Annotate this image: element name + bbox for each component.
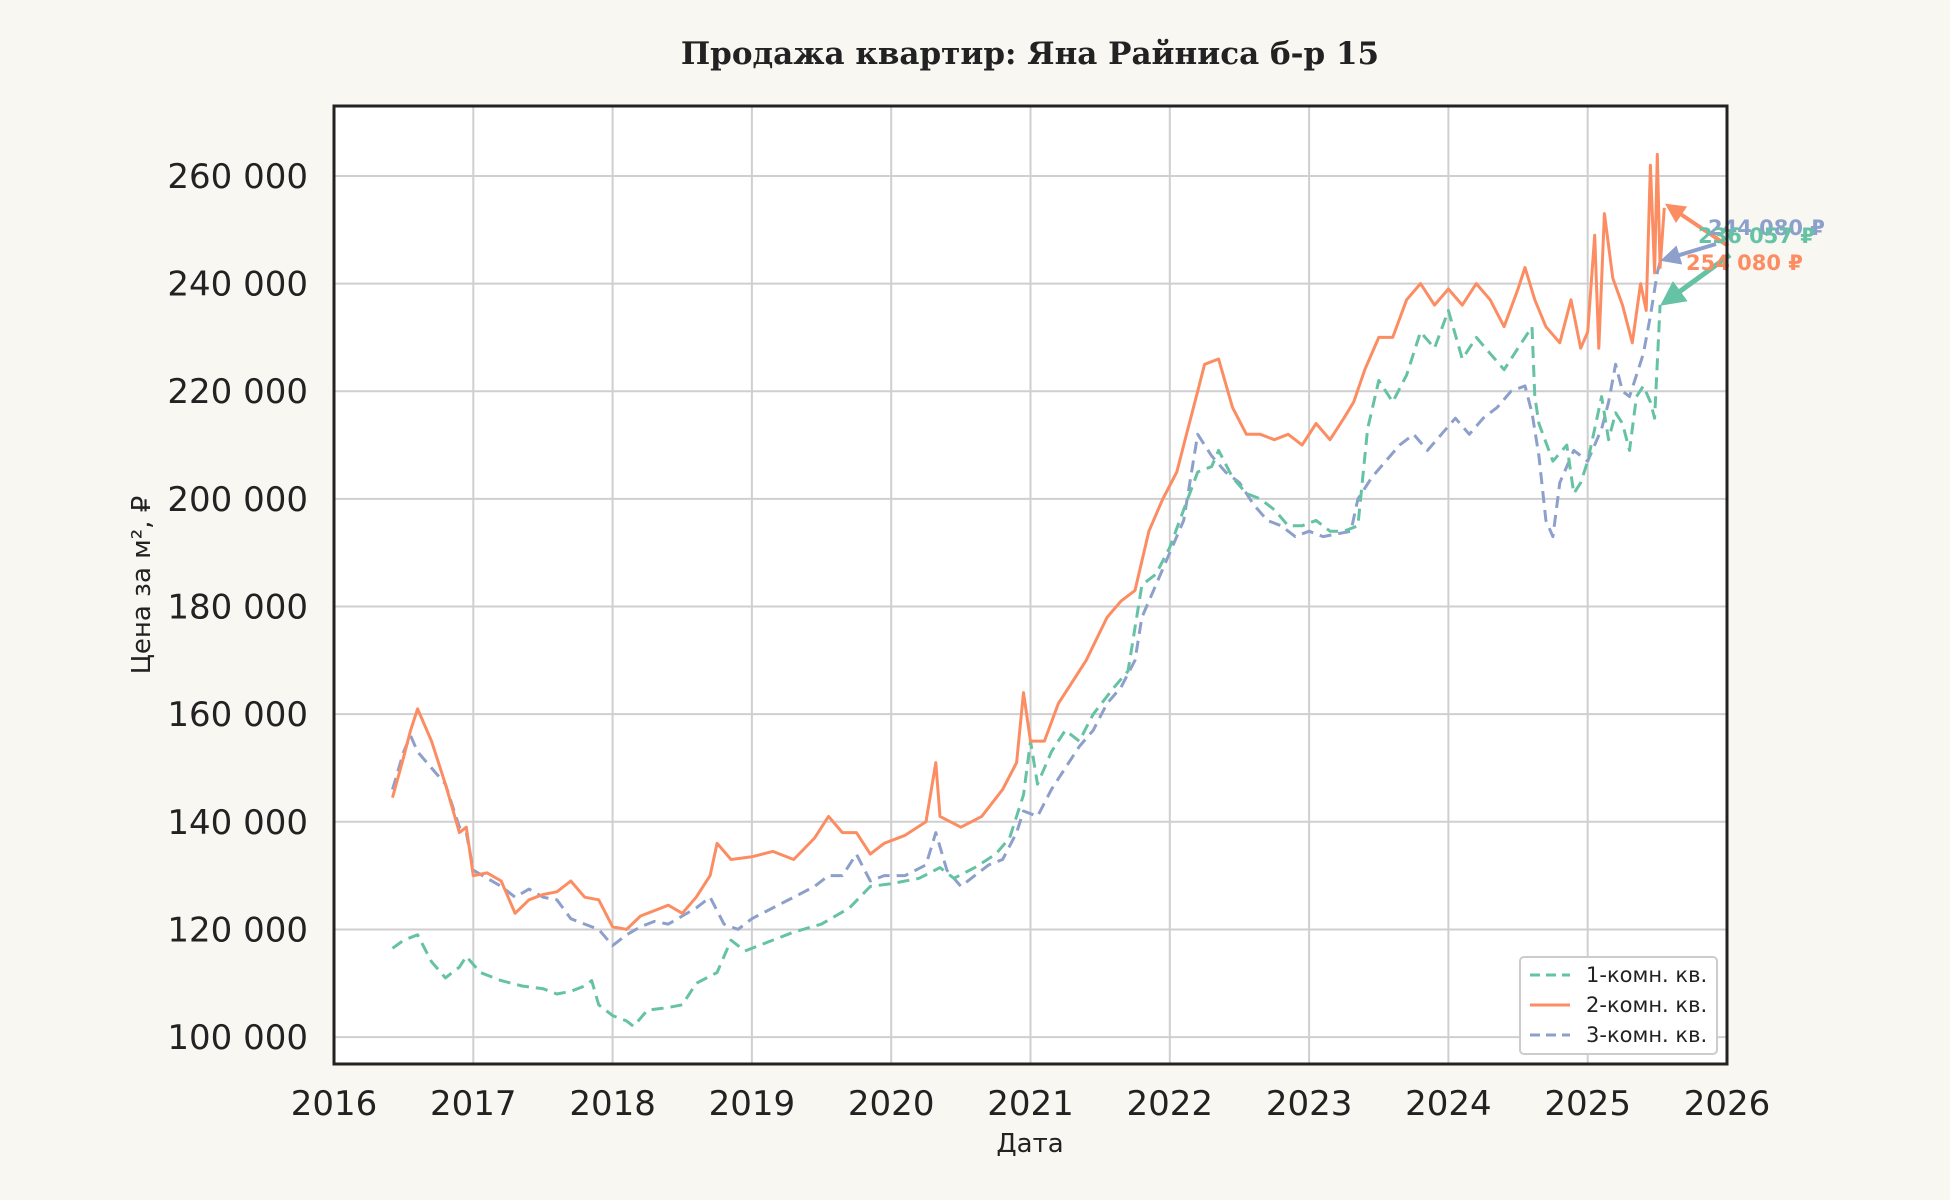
series-line-2 xyxy=(391,152,1666,931)
x-tick-label: 2025 xyxy=(1544,1084,1631,1124)
y-tick-label: 140 000 xyxy=(167,803,308,843)
annotation-arrow xyxy=(1660,252,1732,306)
y-tick-label: 160 000 xyxy=(167,695,308,735)
series-line-3 xyxy=(391,261,1662,948)
annotation-arrow xyxy=(1660,242,1717,265)
plot-frame xyxy=(332,104,1729,1066)
x-tick-label: 2020 xyxy=(848,1084,935,1124)
series-line-1 xyxy=(391,304,1662,1028)
annotation-label: 236 057 ₽ xyxy=(1698,224,1815,248)
x-tick-label: 2022 xyxy=(1127,1084,1214,1124)
tick-layer: 2016 2017 2018 2019 2020 2021 2022 2023 2024 2025… xyxy=(167,157,1770,1124)
y-tick-label: 180 000 xyxy=(167,588,308,628)
annotation-layer: 244 080 ₽236 057 ₽254 080 ₽ xyxy=(1660,203,1825,306)
legend-label: 3-комн. кв. xyxy=(1586,1023,1707,1047)
y-tick-label: 240 000 xyxy=(167,265,308,305)
annotation-arrow xyxy=(1664,203,1730,248)
y-tick-label: 260 000 xyxy=(167,157,308,197)
legend-label: 2-комн. кв. xyxy=(1586,993,1707,1017)
legend-box xyxy=(1519,956,1718,1055)
y-tick-label: 120 000 xyxy=(167,910,308,950)
series-layer xyxy=(391,152,1666,1028)
y-tick-label: 100 000 xyxy=(167,1018,308,1058)
x-tick-label: 2026 xyxy=(1684,1084,1771,1124)
x-tick-label: 2018 xyxy=(569,1084,656,1124)
x-tick-label: 2017 xyxy=(430,1084,517,1124)
y-tick-label: 200 000 xyxy=(167,480,308,520)
x-tick-label: 2021 xyxy=(987,1084,1074,1124)
legend: 1-комн. кв. 2-комн. кв. 3-комн. кв. xyxy=(1519,956,1718,1055)
legend-label: 1-комн. кв. xyxy=(1586,963,1707,987)
x-tick-label: 2016 xyxy=(291,1084,378,1124)
chart-title: Продажа квартир: Яна Райниса б-р 15 xyxy=(681,36,1379,72)
annotation-label: 254 080 ₽ xyxy=(1686,251,1803,275)
y-tick-label: 220 000 xyxy=(167,372,308,412)
x-tick-label: 2019 xyxy=(709,1084,796,1124)
x-tick-label: 2024 xyxy=(1405,1084,1492,1124)
x-tick-label: 2023 xyxy=(1266,1084,1353,1124)
x-axis-label: Дата xyxy=(996,1129,1063,1159)
y-axis-label: Цена за м², ₽ xyxy=(127,496,157,675)
